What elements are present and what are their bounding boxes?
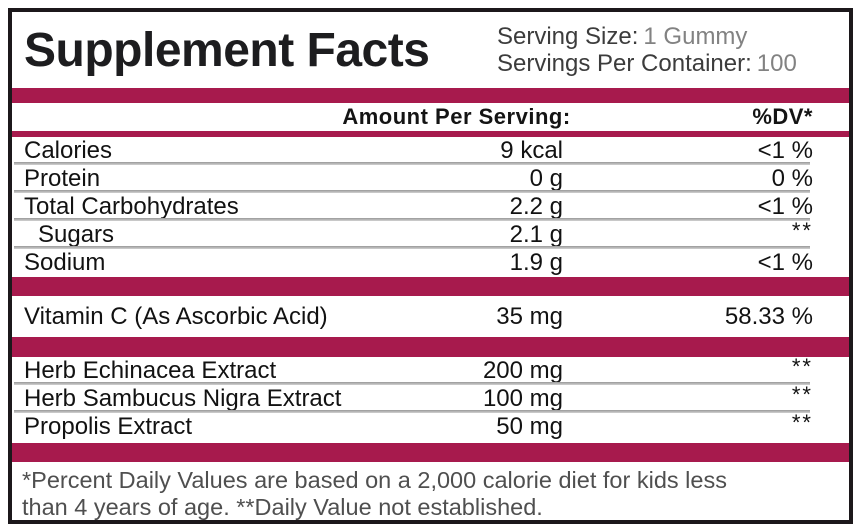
- divider-bar-mid-1: [12, 277, 849, 296]
- serving-size-value: 1 Gummy: [643, 23, 748, 50]
- table-row: Herb Echinacea Extract 200 mg **: [12, 354, 849, 385]
- table-row: Herb Sambucus Nigra Extract 100 mg **: [12, 382, 849, 413]
- nutrient-amount: 9 kcal: [500, 137, 563, 164]
- table-row: Protein 0 g 0 %: [12, 165, 849, 193]
- nutrient-amount: 35 mg: [496, 302, 563, 330]
- nutrient-dv: **: [791, 218, 813, 243]
- nutrient-dv: 58.33 %: [724, 302, 813, 330]
- nutrient-dv: <1 %: [757, 137, 813, 164]
- amount-per-serving-header: Amount Per Serving:: [342, 104, 571, 129]
- nutrient-name: Herb Sambucus Nigra Extract: [24, 385, 342, 412]
- divider-bar-mid-2: [12, 337, 849, 357]
- nutrient-name: Herb Echinacea Extract: [24, 357, 277, 384]
- nutrient-amount: 0 g: [529, 165, 563, 192]
- nutrient-dv: **: [791, 410, 813, 435]
- nutrient-name: Sugars: [38, 221, 115, 248]
- vitamin-group: Vitamin C (As Ascorbic Acid) 35 mg 58.33…: [12, 296, 849, 337]
- serving-size-label: Serving Size:: [497, 23, 639, 50]
- nutrient-amount: 1.9 g: [509, 249, 563, 276]
- nutrient-name: Total Carbohydrates: [24, 193, 239, 220]
- nutrient-dv: **: [791, 354, 813, 379]
- table-row: Calories 9 kcal <1 %: [12, 137, 849, 165]
- table-row: Total Carbohydrates 2.2 g <1 %: [12, 193, 849, 221]
- percent-dv-header: %DV*: [752, 104, 813, 129]
- divider-bar-top: [12, 88, 849, 103]
- nutrient-dv: 0 %: [771, 165, 813, 192]
- serving-info: Serving Size: 1 Gummy Servings Per Contai…: [497, 23, 849, 77]
- servings-per-container-line: Servings Per Container: 100: [497, 50, 849, 77]
- divider-bar-under-header: [12, 131, 849, 137]
- column-header-row: Amount Per Serving: %DV*: [12, 103, 849, 131]
- nutrient-name: Calories: [24, 137, 113, 164]
- footnote: *Percent Daily Values are based on a 2,0…: [12, 462, 849, 520]
- nutrient-dv: <1 %: [757, 193, 813, 220]
- nutrient-dv: **: [791, 382, 813, 407]
- herbal-group: Herb Echinacea Extract 200 mg ** Herb Sa…: [12, 354, 849, 441]
- divider-bar-bottom: [12, 443, 849, 462]
- nutrient-dv: <1 %: [757, 249, 813, 276]
- table-row: Vitamin C (As Ascorbic Acid) 35 mg 58.33…: [12, 296, 849, 337]
- table-row: Sugars 2.1 g **: [12, 218, 849, 249]
- nutrient-amount: 2.2 g: [509, 193, 563, 220]
- macros-group: Calories 9 kcal <1 % Protein 0 g 0 % Tot…: [12, 137, 849, 277]
- servings-per-container-value: 100: [756, 50, 797, 77]
- nutrient-amount: 200 mg: [482, 357, 563, 384]
- footnote-line-2: than 4 years of age. **Daily Value not e…: [22, 494, 543, 520]
- nutrient-amount: 2.1 g: [509, 221, 563, 248]
- nutrient-name: Vitamin C (As Ascorbic Acid): [24, 302, 328, 330]
- label-title: Supplement Facts: [24, 23, 430, 77]
- table-row: Sodium 1.9 g <1 %: [12, 249, 849, 277]
- nutrient-name: Sodium: [24, 249, 106, 276]
- nutrient-amount: 100 mg: [482, 385, 563, 412]
- servings-per-container-label: Servings Per Container:: [497, 50, 752, 77]
- nutrient-amount: 50 mg: [496, 413, 563, 440]
- serving-size-line: Serving Size: 1 Gummy: [497, 23, 849, 50]
- table-row: Propolis Extract 50 mg **: [12, 410, 849, 441]
- nutrient-name: Protein: [24, 165, 101, 192]
- footnote-line-1: *Percent Daily Values are based on a 2,0…: [22, 467, 727, 493]
- nutrient-name: Propolis Extract: [24, 413, 193, 440]
- supplement-facts-label: Supplement Facts Serving Size: 1 Gummy Se…: [8, 8, 853, 524]
- label-header-section: Supplement Facts Serving Size: 1 Gummy Se…: [12, 12, 849, 88]
